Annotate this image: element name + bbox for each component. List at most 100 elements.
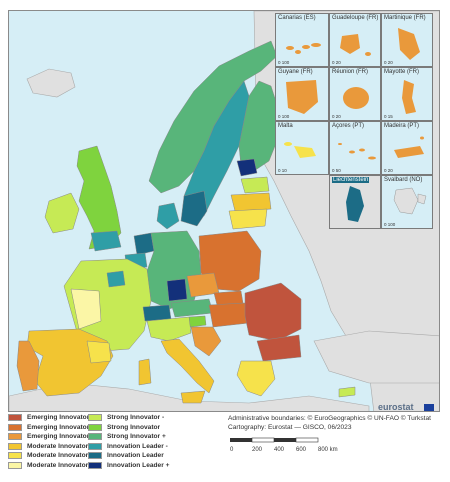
legend-item: Innovation Leader - xyxy=(88,442,168,451)
inset-scale: 0 15 xyxy=(384,114,393,119)
region-croatia xyxy=(190,326,222,357)
region-finland-south xyxy=(236,158,258,177)
inset-title: Martinique (FR) xyxy=(384,15,426,21)
scale-tick-label: 400 xyxy=(274,447,285,453)
region-uk-south xyxy=(90,230,122,252)
inset-malta: Malta 0 10 xyxy=(275,121,329,175)
region-italy-south xyxy=(160,338,215,394)
legend-label: Strong Innovator + xyxy=(107,433,166,440)
inset-scale: 0 20 xyxy=(332,60,341,65)
region-latvia xyxy=(230,192,272,212)
inset-scale: 0 20 xyxy=(384,168,393,173)
legend-item: Strong Innovator + xyxy=(88,432,166,441)
region-hungary xyxy=(208,302,250,328)
legend-label: Innovation Leader + xyxy=(107,461,170,469)
region-lithuania xyxy=(228,208,268,230)
legend-item: Emerging Innovator + xyxy=(8,432,95,441)
inset-scale: 0 10 xyxy=(278,168,287,173)
legend-item: Moderate Innovator + xyxy=(8,461,94,470)
inset-title: Réunion (FR) xyxy=(332,69,369,75)
legend-swatch xyxy=(88,442,102,450)
inset-svalbard: Svalbard (NO) 0 100 xyxy=(381,175,433,229)
legend-item: Moderate Innovator - xyxy=(8,442,92,451)
region-sweden-south xyxy=(180,190,208,227)
region-denmark xyxy=(156,202,180,230)
inset-madeira: Madeira (PT) 0 20 xyxy=(381,121,433,175)
region-france xyxy=(63,258,152,352)
region-germany-south xyxy=(166,278,188,302)
inset-scale: 0 20 xyxy=(384,60,393,65)
region-portugal xyxy=(16,340,40,392)
scale-tick-label: 0 xyxy=(230,447,234,453)
inset-madeira-map xyxy=(394,136,424,158)
scale-bar: 0 200 400 600 800 km xyxy=(230,437,338,453)
turkey xyxy=(313,330,439,384)
region-sicily xyxy=(180,390,206,404)
region-sardinia xyxy=(138,358,152,386)
legend-swatch xyxy=(8,452,22,459)
region-romania xyxy=(244,282,302,342)
legend-label: Strong Innovator xyxy=(107,423,161,431)
region-slovenia xyxy=(188,315,207,328)
legend-swatch xyxy=(88,433,102,440)
legend-swatch xyxy=(88,452,102,459)
iceland xyxy=(26,68,76,98)
legend-item: Emerging Innovator - xyxy=(8,413,93,422)
inset-scale: 0 20 xyxy=(332,114,341,119)
inset-title: Guyane (FR) xyxy=(278,69,313,75)
region-france-west xyxy=(70,288,102,330)
inset-title: Svalbard (NO) xyxy=(384,177,423,183)
legend-label: Innovation Leader - xyxy=(107,442,168,450)
region-bulgaria xyxy=(256,334,302,362)
region-greece xyxy=(236,360,276,397)
legend-item: Moderate Innovator xyxy=(8,451,88,460)
region-ireland xyxy=(44,192,80,234)
eurostat-logo: eurostat xyxy=(378,402,414,412)
legend-item: Strong Innovator - xyxy=(88,413,164,422)
legend-label: Emerging Innovator + xyxy=(27,433,95,440)
legend-swatch xyxy=(8,461,22,469)
inset-acores-map xyxy=(338,143,376,160)
region-cyprus xyxy=(338,386,356,398)
inset-scale: 0 100 xyxy=(278,60,290,65)
region-italy-north xyxy=(146,316,192,342)
inset-title: Açores (PT) xyxy=(332,123,365,129)
legend-label: Moderate Innovator - xyxy=(27,442,93,450)
legend-item: Emerging Innovator xyxy=(8,423,89,432)
inset-malta-map xyxy=(284,142,316,158)
non-eu-land-north-africa xyxy=(9,382,370,411)
scale-tick-label: 200 xyxy=(252,447,263,453)
region-switzerland xyxy=(142,304,172,322)
inset-guadeloupe-map xyxy=(340,34,371,56)
inset-scale: 0 100 xyxy=(384,222,396,227)
inset-acores: Açores (PT) 0 50 xyxy=(329,121,381,175)
inset-mayotte: Mayotte (FR) 0 15 xyxy=(381,67,433,121)
inset-scale: 0 50 xyxy=(332,168,341,173)
legend-swatch xyxy=(8,442,22,450)
inset-title: Canarias (ES) xyxy=(278,15,316,21)
inset-canarias: Canarias (ES) 0 100 xyxy=(275,13,329,67)
legend-label: Innovation Leader xyxy=(107,452,164,459)
legend-item: Strong Innovator xyxy=(88,423,160,432)
legend-label: Moderate Innovator + xyxy=(27,461,94,469)
inset-title: Malta xyxy=(278,123,293,129)
inset-martinique: Martinique (FR) 0 20 xyxy=(381,13,433,67)
legend-swatch xyxy=(88,414,102,421)
legend-swatch xyxy=(8,433,22,440)
inset-title: Mayotte (FR) xyxy=(384,69,420,75)
inset-martinique-map xyxy=(398,28,420,60)
inset-guyane: Guyane (FR) 0 100 xyxy=(275,67,329,121)
inset-guyane-map xyxy=(286,80,318,114)
region-slovakia xyxy=(213,290,244,306)
region-estonia xyxy=(240,176,270,194)
legend-swatch xyxy=(8,423,22,431)
legend-label: Emerging Innovator - xyxy=(27,414,94,421)
inset-title: Madeira (PT) xyxy=(384,123,420,129)
inset-svalbard-map xyxy=(393,187,427,215)
region-france-paris xyxy=(106,270,126,288)
scale-tick-label: 600 xyxy=(296,447,307,453)
inset-canarias-map xyxy=(286,43,321,54)
inset-reunion-map xyxy=(343,87,369,109)
credits: Administrative boundaries: © EuroGeograp… xyxy=(228,414,431,432)
inset-mayotte-map xyxy=(402,80,416,114)
